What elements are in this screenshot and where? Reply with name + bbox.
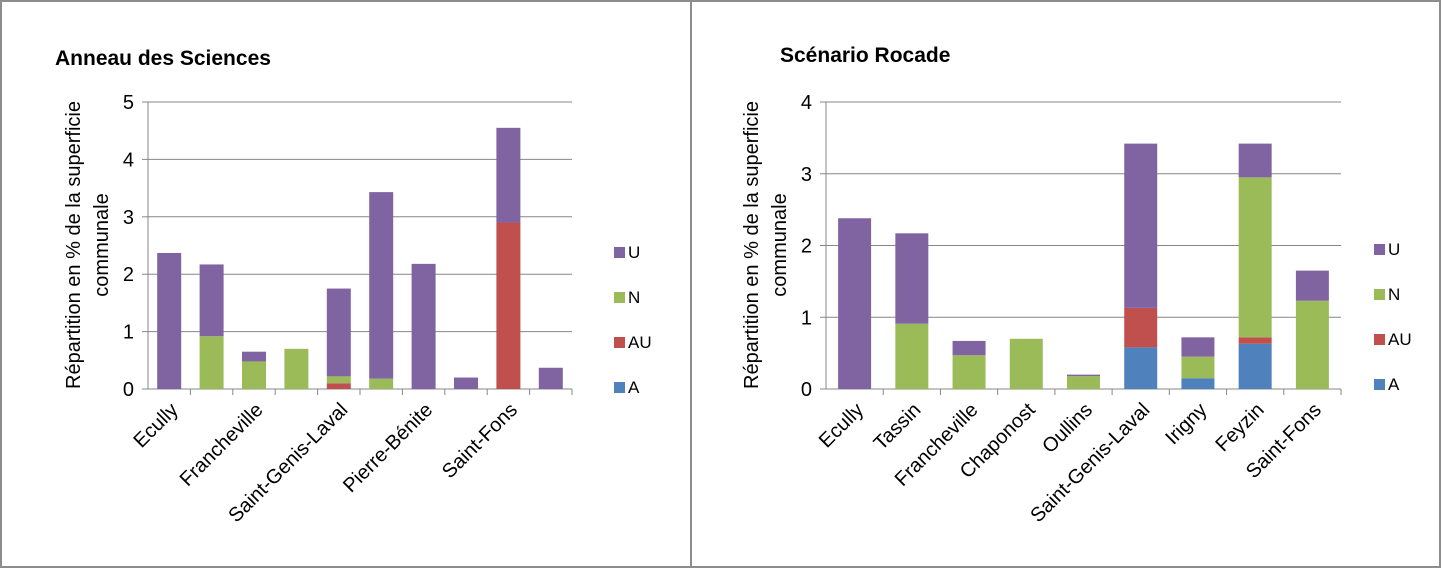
bar-u-category-8 [454, 377, 478, 389]
bar-au-saint-genis-laval [1124, 307, 1158, 348]
y-tick-label-1: 1 [123, 322, 134, 344]
y-tick-label-4: 4 [801, 92, 812, 114]
legend-swatch-n [614, 292, 625, 303]
bar-u-irigny [1181, 337, 1215, 357]
legend-swatch-a [1374, 379, 1385, 390]
y-axis-label-line-1: Répartition en % de la superficie [63, 101, 85, 389]
y-tick-label-0: 0 [801, 379, 812, 401]
legend-label-u: U [1388, 240, 1400, 259]
y-axis-label: Répartition en % de la superficie communa… [741, 101, 791, 389]
bar-n-irigny [1181, 356, 1215, 379]
bar-n-category-2 [199, 336, 224, 389]
bar-u-francheville [952, 340, 986, 356]
bar-u-saint-fons [496, 127, 521, 223]
y-tick-label-2: 2 [123, 264, 134, 286]
legend-label-n: N [628, 288, 640, 307]
bar-n-francheville [242, 361, 266, 389]
y-tick-label-5: 5 [123, 92, 134, 114]
bar-u-saint-genis-laval [1124, 143, 1158, 308]
legend-swatch-u [1374, 244, 1385, 255]
bar-n-chaponost [1009, 338, 1043, 389]
y-axis-label: Répartition en % de la superficie communa… [63, 101, 113, 389]
bar-u-category-6 [369, 192, 394, 379]
legend-swatch-u [614, 247, 625, 258]
bar-a-feyzin [1238, 343, 1272, 389]
y-axis-label-line-2: communale [769, 193, 791, 296]
bar-n-saint-genis-laval [326, 376, 351, 384]
bar-n-oullins [1067, 376, 1100, 389]
bar-a-irigny [1181, 378, 1215, 389]
bar-au-saint-genis-laval [326, 383, 351, 389]
legend-label-n: N [1388, 285, 1400, 304]
y-tick-label-3: 3 [801, 164, 812, 186]
legend-label-a: A [1388, 375, 1400, 394]
legend-swatch-au [1374, 334, 1385, 345]
bar-au-saint-fons [496, 222, 521, 389]
y-axis-label-line-1: Répartition en % de la superficie [741, 101, 763, 389]
bar-n-tassin [895, 323, 929, 389]
bar-u-tassin [895, 233, 929, 324]
chart-title: Scénario Rocade [780, 44, 950, 67]
legend-swatch-n [1374, 289, 1385, 300]
legend-label-au: AU [628, 333, 652, 352]
legend-label-a: A [628, 378, 640, 397]
bar-n-category-6 [369, 378, 394, 389]
bar-n-francheville [952, 355, 986, 389]
bar-n-category-4 [284, 348, 309, 389]
legend-swatch-au [614, 337, 625, 348]
chart-title: Anneau des Sciences [55, 47, 271, 70]
y-tick-label-1: 1 [801, 307, 812, 329]
bar-au-feyzin [1238, 337, 1272, 344]
bar-u-category-2 [199, 264, 224, 337]
bar-n-saint-fons [1295, 300, 1329, 389]
y-axis-label-line-2: communale [91, 193, 113, 296]
legend-label-u: U [628, 243, 640, 262]
bar-u-feyzin [1238, 143, 1272, 178]
bar-u-oullins [1067, 374, 1100, 377]
y-tick-label-0: 0 [123, 379, 134, 401]
bar-u-saint-fons [1295, 270, 1329, 301]
bar-u-saint-genis-laval [326, 288, 351, 377]
legend-label-au: AU [1388, 330, 1412, 349]
bar-u-ecully [838, 218, 872, 389]
y-tick-label-4: 4 [123, 149, 134, 171]
y-tick-label-2: 2 [801, 236, 812, 258]
y-tick-label-3: 3 [123, 207, 134, 229]
bar-u-pierre-benite [411, 263, 436, 389]
bar-a-saint-genis-laval [1124, 347, 1158, 389]
chart-panel-left [0, 0, 692, 568]
bar-u-ecully [157, 252, 182, 389]
bar-n-feyzin [1238, 177, 1272, 338]
bar-u-francheville [242, 351, 266, 362]
bar-u-category-10 [538, 367, 563, 389]
legend-swatch-a [614, 382, 625, 393]
